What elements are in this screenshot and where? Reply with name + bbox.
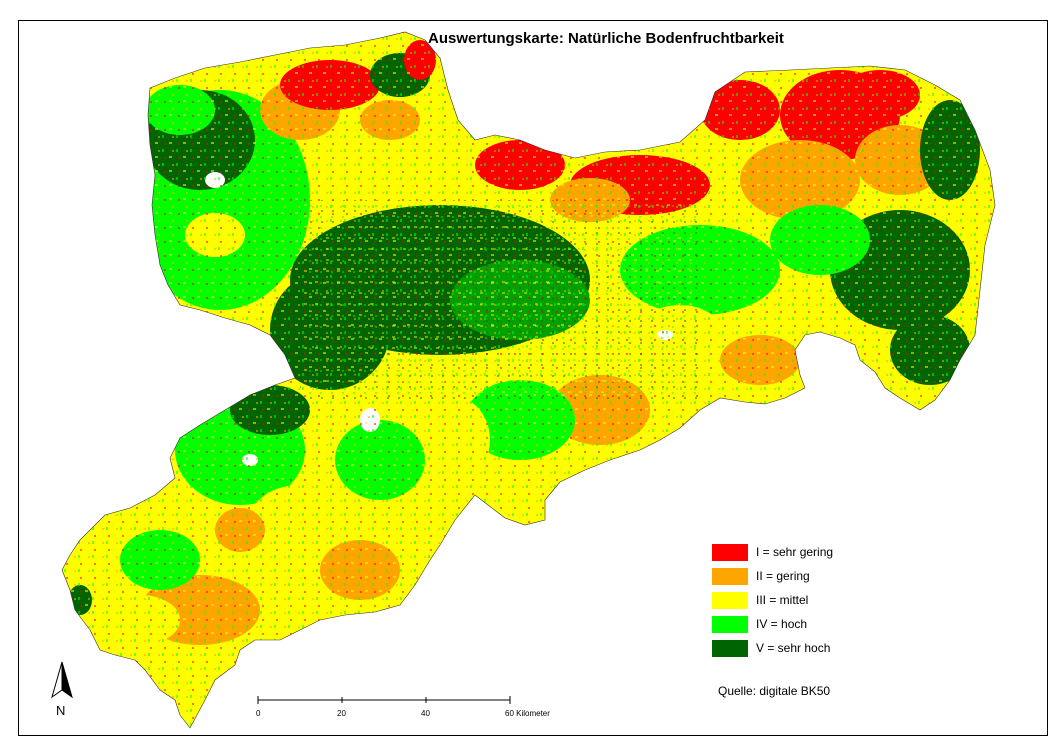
scale-tick-label: 40 (421, 709, 430, 718)
scale-bar: 0 20 40 60 Kilometer (256, 709, 550, 718)
legend-swatch (712, 640, 748, 657)
legend-swatch (712, 544, 748, 561)
scale-tick-label: 0 (256, 709, 261, 718)
north-label: N (56, 703, 66, 718)
source-note: Quelle: digitale BK50 (718, 684, 831, 698)
map-title: Auswertungskarte: Natürliche Bodenfrucht… (428, 30, 784, 47)
legend-label: IV = hoch (756, 617, 808, 631)
scale-bar-graphic (257, 696, 511, 704)
legend-swatch (712, 616, 748, 633)
scale-tick-label: 60 Kilometer (505, 709, 550, 718)
legend-label: I = sehr gering (756, 545, 834, 559)
legend-swatch (712, 592, 748, 609)
legend-label: V = sehr hoch (756, 641, 831, 655)
legend-label: III = mittel (756, 593, 809, 607)
legend-label: II = gering (756, 569, 810, 583)
north-arrow-icon (51, 661, 73, 699)
scale-tick-label: 20 (337, 709, 346, 718)
legend-swatch (712, 568, 748, 585)
